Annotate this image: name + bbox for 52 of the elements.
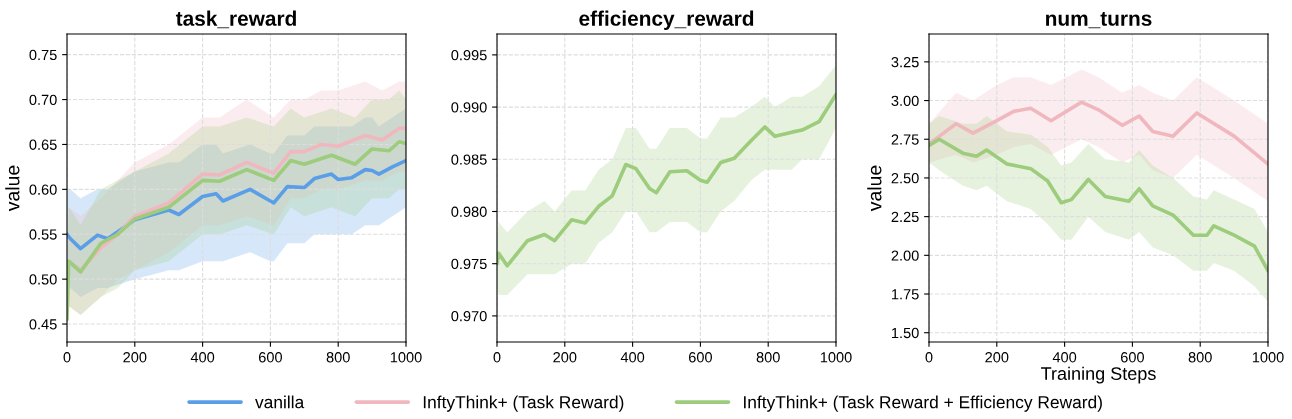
x-axis-title: Training Steps bbox=[1041, 366, 1156, 384]
x-tick-label: 600 bbox=[688, 352, 712, 363]
y-tick-label: 0.970 bbox=[451, 311, 487, 322]
y-tick-label: 0.990 bbox=[451, 102, 487, 113]
y-tick-label: 0.55 bbox=[29, 229, 57, 240]
x-tick-label: 200 bbox=[123, 352, 147, 363]
y-tick-label: 0.65 bbox=[29, 139, 57, 150]
y-tick-label: 1.50 bbox=[892, 327, 919, 339]
y-tick-label: 3.25 bbox=[891, 56, 919, 68]
x-tick-label: 800 bbox=[756, 352, 780, 363]
x-tick-label: 0 bbox=[925, 352, 933, 363]
x-tick-label: 400 bbox=[620, 352, 645, 363]
x-tick-label: 200 bbox=[985, 352, 1009, 363]
y-tick-label: 0.60 bbox=[29, 184, 57, 195]
y-tick-label: 0.45 bbox=[29, 319, 57, 330]
x-tick-label: 1000 bbox=[820, 352, 852, 363]
y-tick-label: 1.75 bbox=[892, 289, 919, 300]
legend-label: InftyThink+ (Task Reward + Efficiency Reward) bbox=[744, 395, 1102, 412]
line-series bbox=[67, 139, 406, 322]
y-axis-title: value bbox=[867, 165, 882, 212]
y-axis-title: value bbox=[5, 165, 20, 212]
legend-label: InftyThink+ (Task Reward) bbox=[423, 395, 624, 412]
line-series bbox=[497, 92, 836, 268]
y-tick-label: 3.00 bbox=[891, 95, 919, 106]
x-tick-label: 200 bbox=[553, 352, 577, 363]
y-tick-label: 0.980 bbox=[451, 206, 487, 217]
x-tick-label: 800 bbox=[326, 352, 350, 363]
x-tick-label: 400 bbox=[1052, 352, 1077, 363]
y-tick-label: 0.995 bbox=[451, 49, 487, 61]
y-tick-label: 2.25 bbox=[891, 211, 919, 223]
x-tick-label: 1000 bbox=[1252, 352, 1284, 363]
y-tick-label: 0.985 bbox=[451, 154, 487, 165]
y-tick-label: 0.75 bbox=[29, 49, 57, 61]
line-series bbox=[929, 137, 1268, 273]
y-tick-label: 0.975 bbox=[451, 258, 487, 270]
x-tick-label: 600 bbox=[258, 352, 282, 363]
y-tick-label: 0.50 bbox=[29, 274, 57, 285]
line-series bbox=[929, 100, 1268, 166]
y-tick-label: 2.75 bbox=[891, 134, 919, 145]
x-tick-label: 0 bbox=[493, 352, 501, 363]
legend-label: vanilla bbox=[255, 395, 305, 409]
chart-title: task_reward bbox=[175, 10, 296, 29]
chart-title: efficiency_reward bbox=[579, 10, 754, 30]
x-tick-label: 600 bbox=[1120, 352, 1144, 363]
chart-title: num_turns bbox=[1046, 12, 1152, 29]
x-tick-label: 800 bbox=[1188, 352, 1212, 363]
x-tick-label: 1000 bbox=[390, 352, 422, 363]
y-tick-label: 2.50 bbox=[891, 173, 919, 184]
y-tick-label: 2.00 bbox=[891, 250, 919, 261]
x-tick-label: 0 bbox=[63, 352, 71, 363]
y-tick-label: 0.70 bbox=[29, 94, 57, 105]
x-tick-label: 400 bbox=[190, 352, 215, 363]
